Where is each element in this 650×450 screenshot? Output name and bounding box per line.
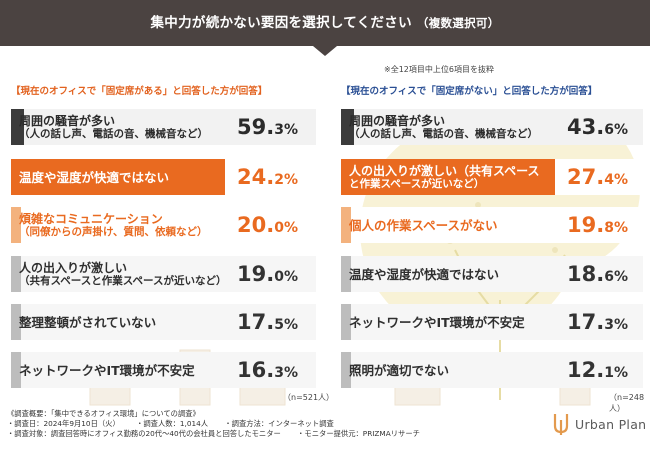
item-percentage: 12.1% (567, 358, 628, 382)
header-pointer (313, 46, 337, 56)
survey-count: ・調査人数：1,014人 (136, 419, 209, 428)
item-label-main: 人の出入りが激しい (19, 260, 128, 275)
item-label-main: 温度や湿度が快適ではない (349, 266, 500, 282)
item-label-detail: （人の話し声、電話の音、機械音など） (19, 127, 208, 140)
bar-background (11, 109, 316, 145)
item-label-main: 周囲の騒音が多い (19, 113, 116, 128)
item-label: 個人の作業スペースがない (349, 207, 559, 243)
logo-text: Urban Plan (575, 416, 647, 432)
left-sample-size: （n=521人） (283, 393, 335, 402)
survey-line-3: ・調査対象：調査回答時にオフィス勤務の20代〜40代の会社員と回答したモニター … (7, 429, 527, 439)
item-label-main: ネットワークやIT環境が不安定 (349, 314, 525, 330)
survey-provider: ・モニター提供元：PRIZMAリサーチ (297, 429, 420, 438)
item-label: 照明が適切でない (349, 352, 559, 388)
item-label-detail: （共有スペースと作業スペースが近いなど） (19, 274, 227, 287)
item-label-main: 温度や湿度が快適ではない (19, 169, 170, 185)
item-percentage: 43.6% (567, 115, 628, 139)
right-bar-row: 人の出入りが激しい（共有スペース と作業スペースが近いなど） 27.4% (341, 159, 643, 195)
bar-background (11, 352, 316, 388)
item-percentage: 19.8% (567, 213, 628, 237)
left-bar-row: ネットワークやIT環境が不安定 16.3% (11, 352, 316, 388)
item-label: 温度や湿度が快適ではない (349, 256, 559, 292)
survey-date: ・調査日：2024年9月10日（火） (7, 419, 120, 428)
right-bar-row: 個人の作業スペースがない 19.8% (341, 207, 643, 243)
item-percentage: 24.2% (237, 165, 298, 189)
survey-method: ・調査方法：インターネット調査 (224, 419, 334, 428)
survey-summary: 《調査概要：「集中できるオフィス環境」についての調査》 ・調査日：2024年9月… (7, 409, 527, 439)
urban-plan-logo-icon (553, 414, 569, 435)
bar-background (341, 256, 643, 292)
item-label-detail: と作業スペースが近いなど） (349, 177, 485, 190)
left-bar-row: 温度や湿度が快適ではない 24.2% (11, 159, 316, 195)
item-label: 人の出入りが激しい（共有スペースと作業スペースが近いなど） (349, 159, 559, 195)
item-label: 周囲の騒音が多い （人の話し声、電話の音、機械音など） (19, 109, 229, 145)
bar-accent (341, 256, 351, 292)
item-percentage: 59.3% (237, 115, 298, 139)
bar-background (341, 109, 643, 145)
title-main: 集中力が続かない要因を選択してください (150, 15, 412, 31)
right-bar-row: 周囲の騒音が多い （人の話し声、電話の音、機械音など） 43.6% (341, 109, 643, 145)
bar-background (341, 352, 643, 388)
item-label: 温度や湿度が快適ではない (19, 159, 229, 195)
left-bar-row: 煩雑なコミュニケーション （同僚からの声掛け、質問、依頼など） 20.0% (11, 207, 316, 243)
item-label-detail: （同僚からの声掛け、質問、依頼など） (19, 225, 208, 238)
bar-accent (11, 304, 21, 340)
item-label: 煩雑なコミュニケーション （同僚からの声掛け、質問、依頼など） (19, 207, 229, 243)
right-bar-row: 照明が適切でない 12.1% (341, 352, 643, 388)
item-label: 周囲の騒音が多い （人の話し声、電話の音、機械音など） (349, 109, 559, 145)
left-bar-row: 周囲の騒音が多い （人の話し声、電話の音、機械音など） 59.3% (11, 109, 316, 145)
bar-accent (341, 207, 351, 243)
item-label-detail: （人の話し声、電話の音、機械音など） (349, 127, 538, 140)
item-label-main: 煩雑なコミュニケーション (19, 211, 163, 226)
item-percentage: 17.5% (237, 310, 298, 334)
title-subtitle: （複数選択可） (416, 16, 500, 30)
item-label: ネットワークやIT環境が不安定 (19, 352, 229, 388)
item-label: 人の出入りが激しい（共有スペースと作業スペースが近いなど） (19, 256, 229, 292)
right-column-title: 【現在のオフィスで「固定席がない」と回答した方が回答】 (341, 86, 598, 97)
item-label-main: ネットワークやIT環境が不安定 (19, 362, 195, 378)
left-bar-row: 人の出入りが激しい （共有スペースと作業スペースが近いなど） 19.0% (11, 256, 316, 292)
survey-heading: 《調査概要：「集中できるオフィス環境」についての調査》 (7, 409, 200, 418)
header-bar (0, 0, 650, 46)
left-column-title: 【現在のオフィスで「固定席がある」と回答した方が回答】 (11, 86, 268, 97)
item-label-main: 個人の作業スペースがない (349, 217, 498, 233)
survey-line-2: ・調査日：2024年9月10日（火） ・調査人数：1,014人 ・調査方法：イン… (7, 419, 527, 429)
item-percentage: 17.3% (567, 310, 628, 334)
bar-accent (11, 207, 21, 243)
bar-accent (341, 109, 354, 145)
item-label-main: 人の出入りが激しい（共有スペース (349, 163, 540, 178)
bar-accent (341, 304, 351, 340)
item-percentage: 16.3% (237, 358, 298, 382)
right-bar-row: 温度や湿度が快適ではない 18.6% (341, 256, 643, 292)
bar-background (11, 256, 316, 292)
item-label-main: 照明が適切でない (349, 362, 450, 378)
bar-accent (11, 352, 21, 388)
right-sample-size: （n=248人） (609, 393, 645, 413)
extract-note: ※全12項目中上位6項目を抜粋 (384, 65, 494, 74)
survey-target: ・調査対象：調査回答時にオフィス勤務の20代〜40代の会社員と回答したモニター (7, 429, 281, 438)
bar-accent (11, 256, 21, 292)
right-bar-row: ネットワークやIT環境が不安定 17.3% (341, 304, 643, 340)
item-label-main: 周囲の騒音が多い (349, 113, 446, 128)
page-title: 集中力が続かない要因を選択してください （複数選択可） (0, 0, 650, 46)
item-percentage: 20.0% (237, 213, 298, 237)
bar-background (11, 207, 316, 243)
item-label: 整理整頓がされていない (19, 304, 229, 340)
bar-accent (341, 352, 351, 388)
item-percentage: 19.0% (237, 262, 298, 286)
bar-highlight (341, 159, 555, 195)
item-label-main: 整理整頓がされていない (19, 314, 157, 330)
bar-background (341, 304, 643, 340)
item-label: ネットワークやIT環境が不安定 (349, 304, 559, 340)
bar-background (341, 207, 643, 243)
bar-highlight (11, 159, 225, 195)
left-bar-row: 整理整頓がされていない 17.5% (11, 304, 316, 340)
bar-accent (11, 109, 24, 145)
bar-background (11, 304, 316, 340)
item-percentage: 27.4% (567, 165, 628, 189)
item-percentage: 18.6% (567, 262, 628, 286)
brand-logo: Urban Plan (552, 410, 646, 438)
